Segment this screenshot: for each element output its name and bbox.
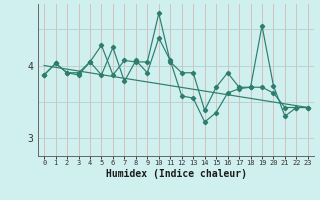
X-axis label: Humidex (Indice chaleur): Humidex (Indice chaleur): [106, 169, 246, 179]
